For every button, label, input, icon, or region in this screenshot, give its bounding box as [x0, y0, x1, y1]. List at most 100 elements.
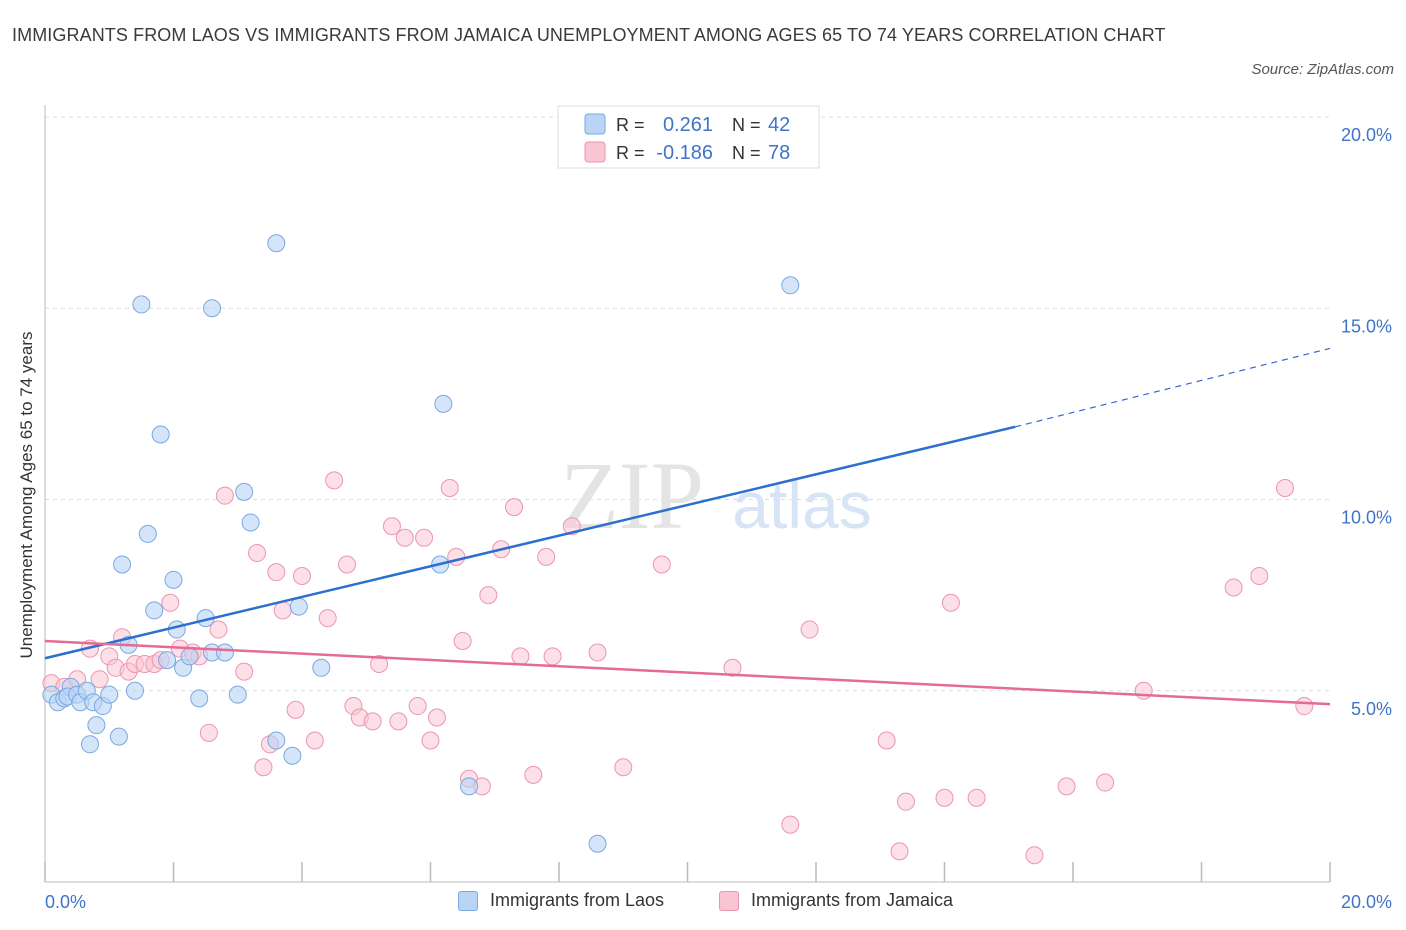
- jamaica-point: [1134, 681, 1153, 700]
- jamaica-point: [235, 662, 254, 681]
- x-tick-label: 0.0%: [45, 892, 86, 912]
- laos-point: [312, 658, 331, 677]
- laos-point: [215, 643, 234, 662]
- jamaica-point: [453, 632, 472, 651]
- bottom-legend: Immigrants from Laos Immigrants from Jam…: [0, 886, 1406, 918]
- jamaica-point: [273, 601, 292, 620]
- jamaica-point: [935, 788, 954, 807]
- jamaica-point: [1250, 567, 1269, 585]
- trend-lines: [44, 347, 1331, 706]
- y-tick-label: 5.0%: [1351, 699, 1392, 719]
- laos-point: [132, 295, 151, 314]
- jamaica-point: [614, 758, 633, 777]
- axes: [44, 105, 1331, 883]
- laos-point: [267, 234, 286, 253]
- stats-legend: R = 0.261 N = 42 R = -0.186 N = 78: [557, 105, 820, 169]
- jamaica-point: [652, 555, 671, 574]
- laos-point: [781, 276, 800, 295]
- jamaica-point: [305, 731, 324, 750]
- jamaica-point: [511, 647, 530, 666]
- laos-points: [42, 234, 800, 853]
- laos-point: [588, 834, 607, 853]
- jamaica-point: [941, 593, 960, 612]
- jamaica-point: [370, 654, 389, 673]
- laos-point: [113, 555, 132, 574]
- y-tick-label: 10.0%: [1341, 508, 1392, 528]
- stats-swatch-laos: [584, 113, 606, 135]
- jamaica-point: [395, 528, 414, 547]
- laos-point: [267, 731, 286, 750]
- legend-item-jamaica[interactable]: Immigrants from Jamaica: [719, 890, 953, 911]
- stats-laos-r-value: 0.261: [663, 114, 713, 136]
- laos-point: [190, 689, 209, 708]
- jamaica-point: [293, 567, 311, 585]
- jamaica-point: [890, 842, 909, 861]
- jamaica-point: [199, 723, 218, 742]
- laos-point: [138, 524, 157, 543]
- stats-jamaica-r-label: R =: [616, 143, 645, 163]
- jamaica-point: [267, 563, 286, 582]
- laos-point: [460, 777, 479, 796]
- laos-point: [151, 425, 170, 444]
- laos-point: [180, 647, 199, 666]
- laos-point: [158, 651, 177, 670]
- source-label: Source: ZipAtlas.com: [1251, 61, 1394, 78]
- jamaica-point: [415, 528, 434, 547]
- jamaica-point: [382, 517, 401, 536]
- jamaica-point: [537, 547, 556, 566]
- jamaica-point: [479, 586, 498, 605]
- y-tick-label: 20.0%: [1341, 125, 1392, 145]
- jamaica-point: [723, 658, 742, 677]
- jamaica-point: [543, 647, 562, 666]
- jamaica-point: [90, 670, 109, 689]
- laos-point: [167, 620, 186, 639]
- laos-point: [100, 685, 119, 704]
- laos-point: [164, 570, 183, 589]
- jamaica-point: [1295, 697, 1314, 716]
- x-tick-label: 20.0%: [1341, 892, 1392, 912]
- jamaica-point: [588, 643, 607, 662]
- jamaica-point: [877, 731, 896, 750]
- jamaica-point: [524, 765, 543, 784]
- jamaica-point: [1057, 777, 1076, 796]
- tick-labels: 5.0% 10.0% 15.0% 20.0% 0.0% 20.0%: [45, 125, 1392, 912]
- grid: [45, 116, 1330, 692]
- laos-point: [80, 735, 99, 754]
- laos-trend-line: [44, 425, 1016, 660]
- jamaica-point: [254, 758, 273, 777]
- jamaica-point: [363, 712, 382, 731]
- stats-jamaica-r-value: -0.186: [656, 142, 713, 164]
- jamaica-point: [1025, 846, 1044, 865]
- jamaica-point: [1096, 773, 1115, 792]
- laos-point: [289, 597, 308, 616]
- jamaica-point: [161, 593, 180, 612]
- jamaica-point: [1276, 479, 1295, 498]
- legend-swatch-jamaica: [719, 890, 739, 911]
- jamaica-point: [896, 792, 915, 811]
- stats-laos-r-label: R =: [616, 115, 645, 135]
- watermark-zip: ZIP: [560, 442, 704, 549]
- legend-label-laos: Immigrants from Laos: [490, 890, 665, 910]
- jamaica-trend-line: [44, 639, 1331, 706]
- jamaica-point: [215, 486, 234, 505]
- laos-point: [125, 681, 144, 700]
- jamaica-point: [967, 788, 986, 807]
- jamaica-point: [337, 555, 356, 574]
- legend-item-laos[interactable]: Immigrants from Laos: [458, 890, 664, 911]
- stats-jamaica-n-label: N =: [732, 143, 761, 163]
- jamaica-point: [389, 712, 408, 731]
- watermark-atlas: atlas: [732, 468, 871, 542]
- jamaica-point: [427, 708, 446, 727]
- laos-point: [434, 394, 453, 413]
- laos-point: [283, 746, 302, 765]
- jamaica-point: [440, 479, 459, 498]
- jamaica-point: [505, 498, 524, 517]
- jamaica-point: [248, 544, 267, 563]
- watermark: ZIP atlas: [560, 442, 872, 549]
- jamaica-point: [408, 697, 427, 716]
- stats-jamaica-n-value: 78: [768, 142, 790, 164]
- laos-point: [235, 482, 254, 501]
- laos-trend-extension: [1015, 347, 1331, 428]
- jamaica-point: [421, 731, 440, 750]
